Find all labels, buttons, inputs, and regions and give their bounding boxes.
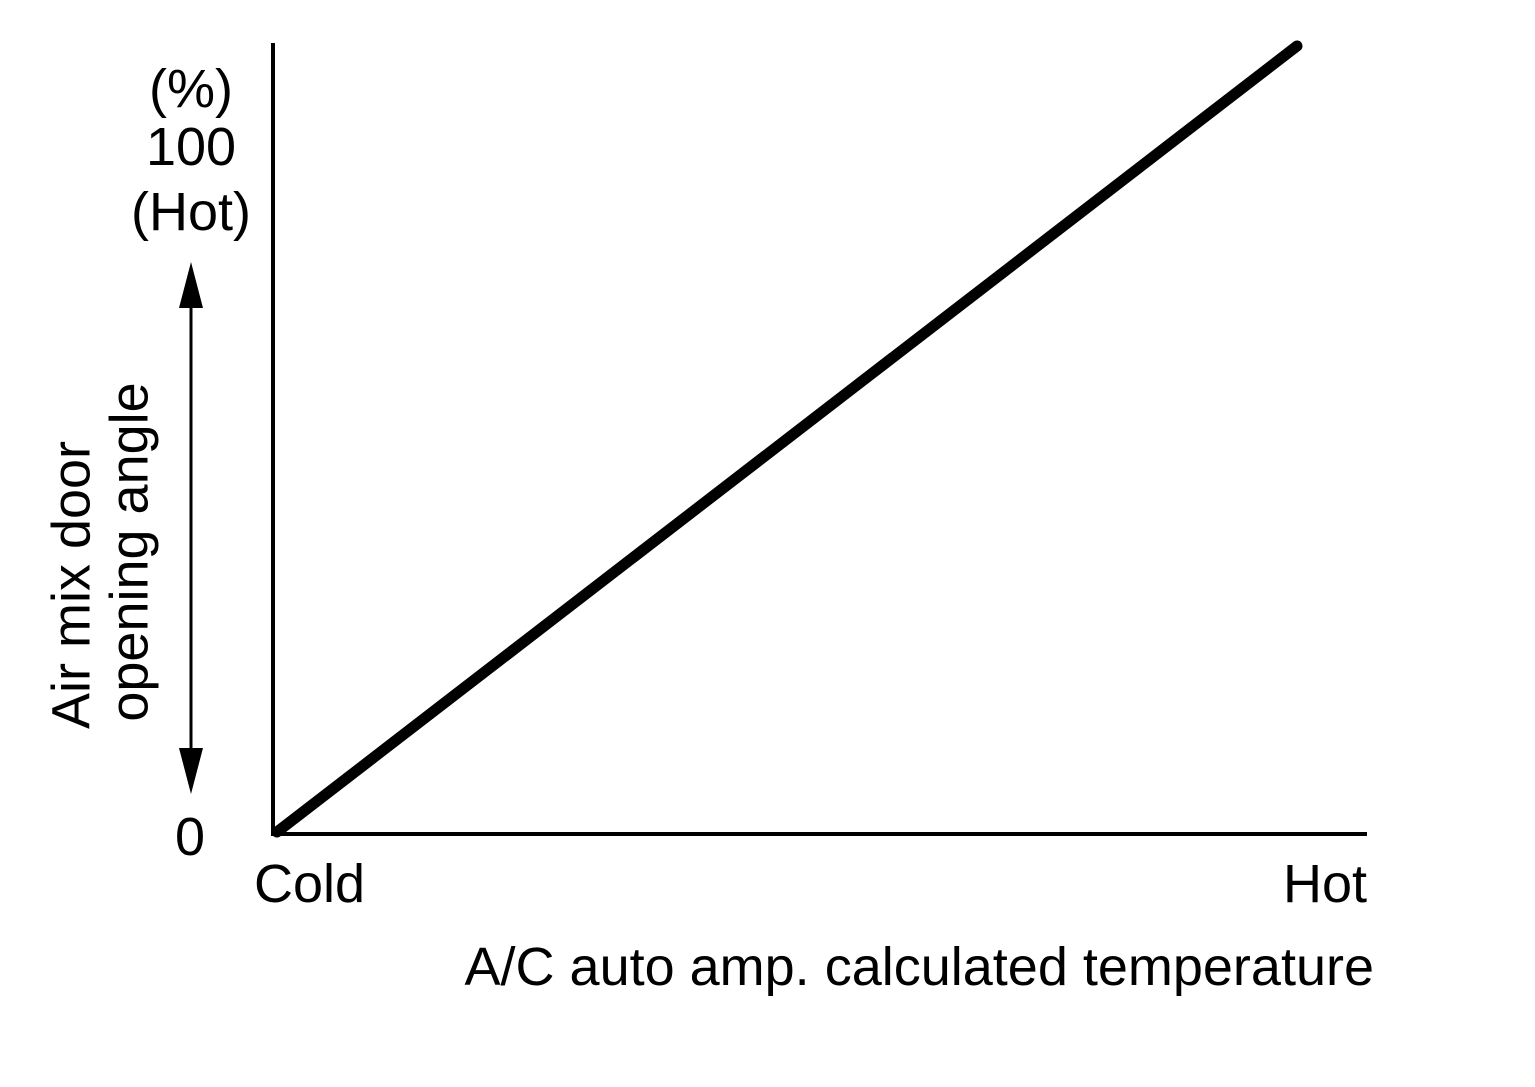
y-tick-label-min: 0 (175, 807, 205, 867)
y-tick-label-max: 100 (146, 117, 236, 177)
x-tick-label-max: Hot (1283, 854, 1367, 914)
series-line-0 (271, 40, 1303, 838)
x-axis-label: A/C auto amp. calculated temperature (465, 937, 1374, 997)
y-direction-arrow (179, 262, 203, 794)
y-unit-label: (%) (149, 59, 233, 119)
x-tick-label-min: Cold (254, 854, 365, 914)
series-layer (271, 40, 1303, 838)
y-axis-label-line-2: opening angle (99, 382, 159, 721)
y-tick-label-max-note: (Hot) (131, 182, 251, 242)
y-axis-label-line-1: Air mix door (41, 441, 101, 729)
